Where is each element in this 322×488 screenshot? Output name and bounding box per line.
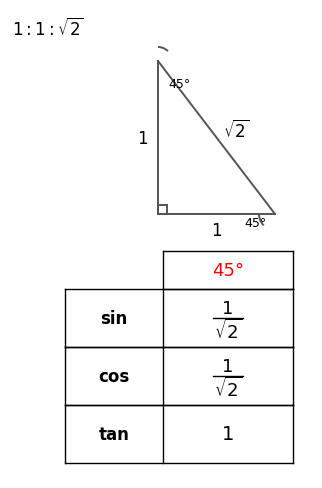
Text: sin: sin bbox=[100, 309, 128, 327]
Text: $\sqrt{2}$: $\sqrt{2}$ bbox=[214, 376, 242, 400]
Text: 45°: 45° bbox=[168, 78, 190, 91]
Text: 45°: 45° bbox=[245, 217, 267, 229]
Text: 1: 1 bbox=[222, 299, 234, 317]
Text: 1: 1 bbox=[211, 222, 222, 240]
Text: $1:1:\sqrt{2}$: $1:1:\sqrt{2}$ bbox=[12, 18, 84, 40]
Text: tan: tan bbox=[99, 425, 129, 443]
Text: 1: 1 bbox=[222, 425, 234, 444]
Text: 45°: 45° bbox=[212, 262, 244, 280]
Text: cos: cos bbox=[99, 367, 130, 385]
Text: $\sqrt{2}$: $\sqrt{2}$ bbox=[214, 318, 242, 343]
Text: 1: 1 bbox=[222, 357, 234, 375]
Text: 1: 1 bbox=[137, 129, 147, 147]
Text: $\sqrt{2}$: $\sqrt{2}$ bbox=[223, 119, 250, 141]
